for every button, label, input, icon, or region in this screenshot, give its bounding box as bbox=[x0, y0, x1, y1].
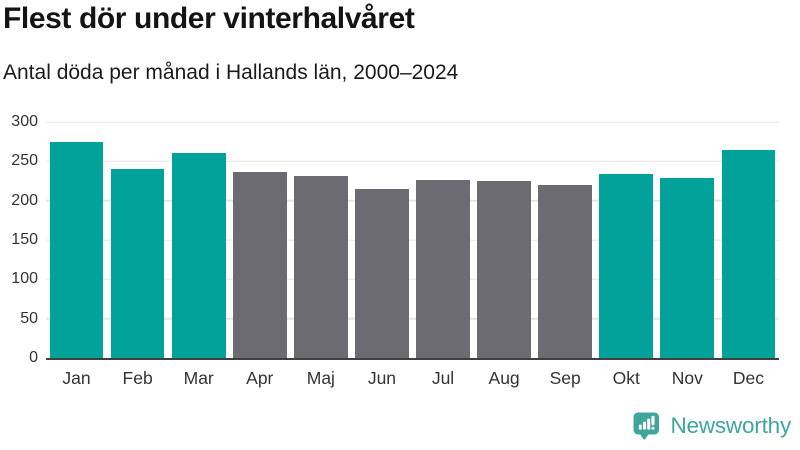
logo-bar-large bbox=[647, 418, 651, 430]
bar-apr bbox=[232, 172, 287, 358]
logo-exclamation-dot bbox=[651, 426, 655, 430]
bar-jul bbox=[416, 180, 470, 358]
bar-slot-sep bbox=[535, 122, 596, 358]
x-axis-label-mar: Mar bbox=[183, 368, 214, 388]
x-axis-label-sep: Sep bbox=[549, 368, 581, 388]
x-axis: Jan Feb Mar Apr Maj Jun Jul Aug Sep Okt Nov Dec bbox=[46, 368, 779, 389]
newsworthy-icon bbox=[633, 412, 660, 440]
x-axis-label-jul: Jul bbox=[431, 368, 455, 388]
bar-slot-jan bbox=[46, 122, 107, 358]
x-axis-label-okt: Okt bbox=[612, 368, 640, 388]
brand-name: Newsworthy bbox=[670, 413, 791, 438]
chart-subtitle: Antal döda per månad i Hallands län, 200… bbox=[3, 61, 459, 84]
bar-slot-nov bbox=[657, 122, 718, 358]
bar-slot-aug bbox=[474, 122, 535, 358]
bar-jun bbox=[355, 188, 409, 358]
logo-bar-medium bbox=[643, 421, 647, 430]
bar-slot-mar bbox=[168, 122, 229, 358]
bar-slot-maj bbox=[290, 122, 351, 358]
bar-slot-dec bbox=[718, 122, 779, 358]
y-axis-label-50: 50 bbox=[20, 309, 38, 327]
plot-area bbox=[46, 121, 779, 360]
x-axis-label-nov: Nov bbox=[671, 368, 703, 388]
bar-nov bbox=[660, 177, 715, 358]
gridline-250 bbox=[46, 160, 779, 163]
y-axis-label-100: 100 bbox=[11, 270, 38, 288]
y-axis-label-250: 250 bbox=[11, 152, 38, 170]
logo-exclamation-stem bbox=[651, 415, 655, 426]
bar-slot-okt bbox=[596, 122, 657, 358]
x-axis-label-apr: Apr bbox=[246, 368, 274, 388]
y-axis-label-300: 300 bbox=[11, 113, 38, 130]
y-axis-label-0: 0 bbox=[29, 349, 38, 366]
y-axis-label-150: 150 bbox=[11, 231, 38, 248]
x-axis-label-aug: Aug bbox=[488, 368, 520, 388]
bar-slot-feb bbox=[107, 122, 168, 358]
gridline-200 bbox=[46, 199, 779, 202]
gridline-150 bbox=[46, 239, 779, 241]
bar-okt bbox=[599, 173, 654, 358]
chart-title: Flest dör under vinterhalvåret bbox=[3, 2, 415, 35]
bar-slot-jun bbox=[351, 122, 412, 358]
x-axis-label-feb: Feb bbox=[122, 368, 153, 388]
bar-aug bbox=[477, 181, 531, 358]
gridline-300 bbox=[46, 121, 779, 123]
x-axis-label-jan: Jan bbox=[62, 368, 91, 388]
bars-layer bbox=[46, 122, 779, 358]
y-axis-label-200: 200 bbox=[11, 191, 38, 209]
x-axis-label-dec: Dec bbox=[732, 368, 764, 388]
x-axis-label-jun: Jun bbox=[367, 368, 397, 388]
x-axis-label-maj: Maj bbox=[306, 368, 335, 388]
logo-bar-small bbox=[639, 424, 643, 430]
bar-slot-apr bbox=[229, 122, 290, 358]
bar-maj bbox=[293, 176, 348, 358]
bar-jan bbox=[49, 142, 104, 358]
gridline-100 bbox=[46, 278, 779, 281]
bar-slot-jul bbox=[412, 122, 473, 358]
gridline-50 bbox=[46, 317, 779, 320]
bar-dec bbox=[721, 150, 776, 358]
y-axis: 0 50 100 150 200 250 300 bbox=[0, 114, 38, 366]
newsworthy-logo: Newsworthy bbox=[632, 410, 791, 442]
bar-feb bbox=[110, 169, 165, 358]
bar-mar bbox=[171, 152, 226, 358]
bar-sep bbox=[538, 184, 593, 358]
